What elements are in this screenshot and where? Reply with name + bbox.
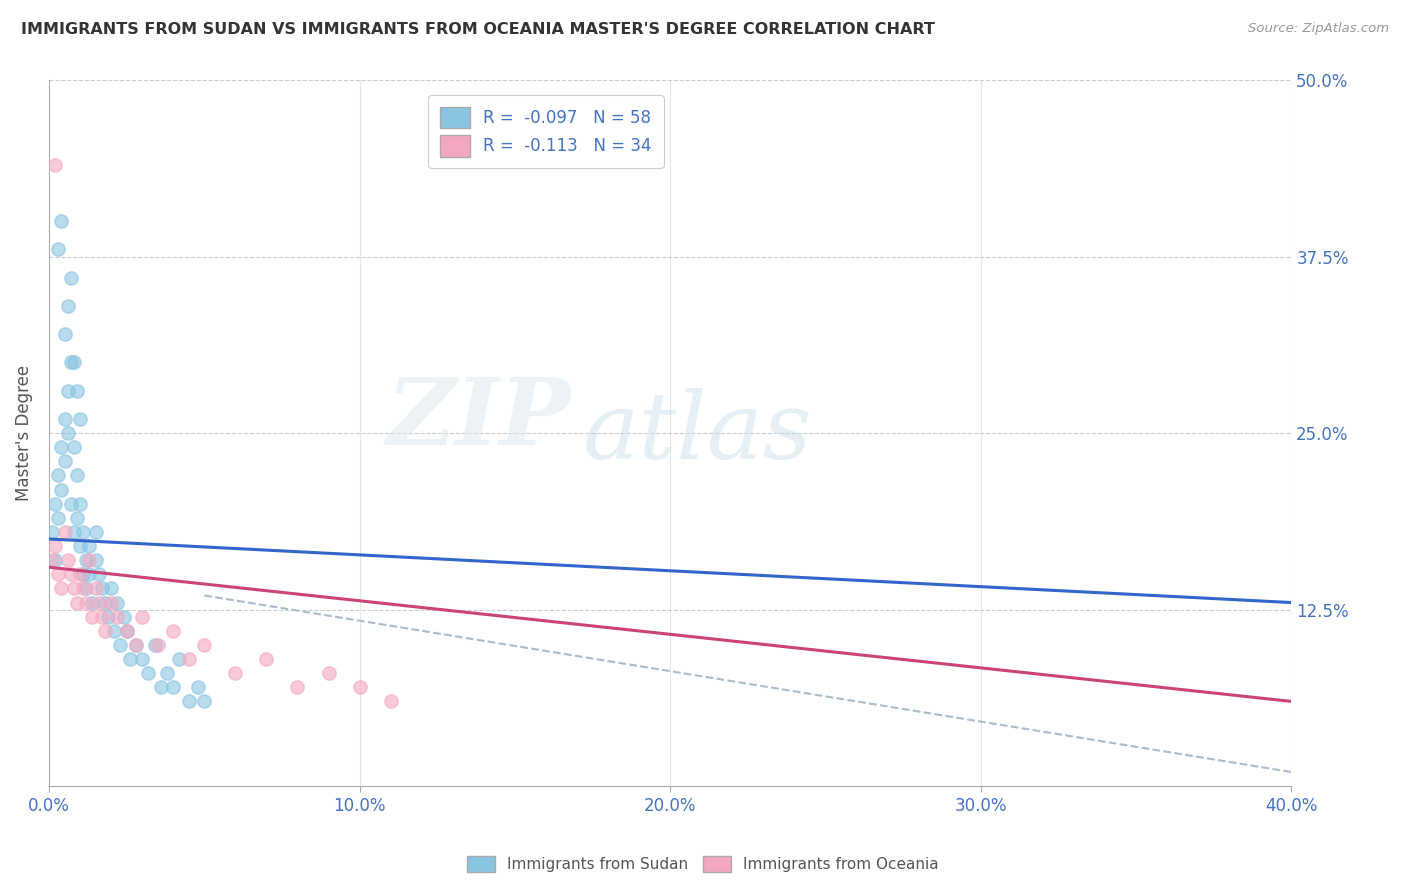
Point — [193, 694, 215, 708]
Point — [131, 652, 153, 666]
Point — [131, 609, 153, 624]
Point — [44, 497, 66, 511]
Text: IMMIGRANTS FROM SUDAN VS IMMIGRANTS FROM OCEANIA MASTER'S DEGREE CORRELATION CHA: IMMIGRANTS FROM SUDAN VS IMMIGRANTS FROM… — [21, 22, 935, 37]
Y-axis label: Master's Degree: Master's Degree — [15, 365, 32, 501]
Point — [79, 567, 101, 582]
Point — [138, 666, 160, 681]
Point — [66, 595, 89, 609]
Point — [69, 497, 91, 511]
Point — [63, 524, 86, 539]
Point — [100, 595, 122, 609]
Point — [56, 425, 79, 440]
Point — [162, 624, 184, 638]
Point — [115, 624, 138, 638]
Point — [72, 524, 94, 539]
Point — [79, 553, 101, 567]
Point — [118, 652, 141, 666]
Point — [380, 694, 402, 708]
Point — [59, 567, 82, 582]
Point — [51, 440, 73, 454]
Point — [44, 158, 66, 172]
Point — [87, 567, 110, 582]
Point — [287, 680, 309, 694]
Point — [94, 595, 117, 609]
Point — [46, 510, 69, 524]
Point — [82, 609, 104, 624]
Text: atlas: atlas — [583, 388, 813, 478]
Point — [72, 567, 94, 582]
Point — [44, 539, 66, 553]
Point — [90, 582, 112, 596]
Point — [75, 595, 97, 609]
Point — [53, 412, 76, 426]
Point — [59, 497, 82, 511]
Point — [193, 638, 215, 652]
Point — [41, 524, 63, 539]
Point — [56, 553, 79, 567]
Point — [51, 582, 73, 596]
Point — [46, 567, 69, 582]
Point — [51, 483, 73, 497]
Point — [105, 595, 128, 609]
Point — [63, 355, 86, 369]
Point — [177, 652, 200, 666]
Point — [53, 327, 76, 342]
Point — [66, 468, 89, 483]
Point — [87, 595, 110, 609]
Point — [187, 680, 209, 694]
Point — [318, 666, 340, 681]
Point — [149, 680, 172, 694]
Point — [82, 595, 104, 609]
Point — [44, 553, 66, 567]
Point — [69, 412, 91, 426]
Point — [125, 638, 148, 652]
Point — [110, 638, 132, 652]
Point — [46, 243, 69, 257]
Point — [46, 468, 69, 483]
Point — [56, 384, 79, 398]
Point — [75, 553, 97, 567]
Point — [224, 666, 246, 681]
Point — [84, 524, 107, 539]
Point — [41, 553, 63, 567]
Point — [59, 355, 82, 369]
Point — [79, 539, 101, 553]
Point — [105, 609, 128, 624]
Point — [177, 694, 200, 708]
Point — [53, 454, 76, 468]
Point — [56, 299, 79, 313]
Point — [169, 652, 191, 666]
Point — [59, 270, 82, 285]
Point — [125, 638, 148, 652]
Point — [156, 666, 179, 681]
Point — [112, 609, 135, 624]
Point — [349, 680, 371, 694]
Point — [162, 680, 184, 694]
Legend: Immigrants from Sudan, Immigrants from Oceania: Immigrants from Sudan, Immigrants from O… — [460, 848, 946, 880]
Point — [97, 609, 120, 624]
Point — [90, 609, 112, 624]
Text: Source: ZipAtlas.com: Source: ZipAtlas.com — [1249, 22, 1389, 36]
Point — [143, 638, 166, 652]
Point — [115, 624, 138, 638]
Point — [63, 582, 86, 596]
Point — [146, 638, 169, 652]
Point — [84, 582, 107, 596]
Point — [94, 624, 117, 638]
Point — [254, 652, 277, 666]
Point — [66, 510, 89, 524]
Point — [75, 582, 97, 596]
Point — [103, 624, 125, 638]
Point — [66, 384, 89, 398]
Point — [69, 539, 91, 553]
Point — [72, 582, 94, 596]
Text: ZIP: ZIP — [387, 374, 571, 464]
Legend: R =  -0.097   N = 58, R =  -0.113   N = 34: R = -0.097 N = 58, R = -0.113 N = 34 — [429, 95, 664, 169]
Point — [100, 582, 122, 596]
Point — [84, 553, 107, 567]
Point — [53, 524, 76, 539]
Point — [69, 567, 91, 582]
Point — [63, 440, 86, 454]
Point — [51, 214, 73, 228]
